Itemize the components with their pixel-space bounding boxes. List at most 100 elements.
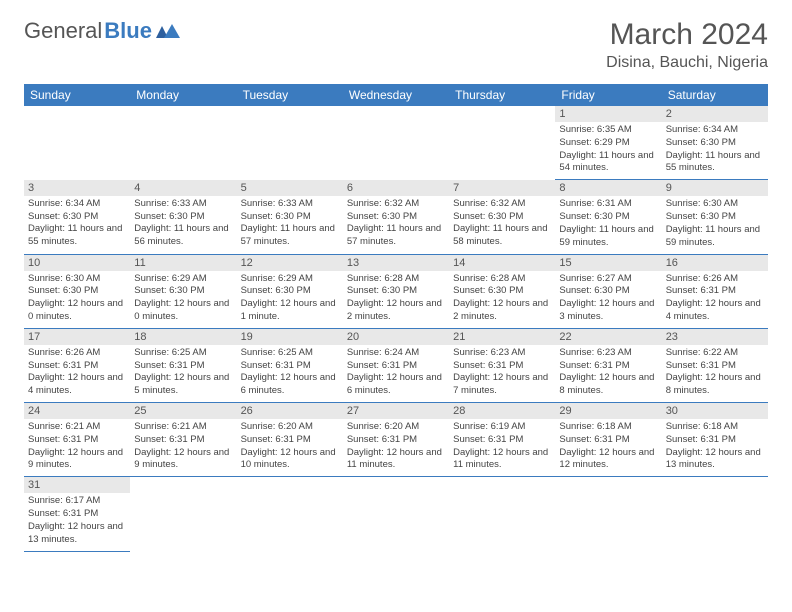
location: Disina, Bauchi, Nigeria — [606, 54, 768, 72]
day-line: Daylight: 12 hours and 4 minutes. — [28, 372, 126, 398]
day-line: Sunrise: 6:19 AM — [453, 421, 551, 434]
day-line: Daylight: 11 hours and 56 minutes. — [134, 223, 232, 249]
day-number: 24 — [24, 403, 130, 419]
day-line: Sunrise: 6:23 AM — [453, 347, 551, 360]
day-line: Sunrise: 6:30 AM — [666, 198, 764, 211]
day-body: Sunrise: 6:17 AMSunset: 6:31 PMDaylight:… — [24, 493, 130, 550]
day-line: Sunrise: 6:26 AM — [28, 347, 126, 360]
calendar-cell: 13Sunrise: 6:28 AMSunset: 6:30 PMDayligh… — [343, 254, 449, 328]
day-body: Sunrise: 6:33 AMSunset: 6:30 PMDaylight:… — [130, 196, 236, 253]
day-line: Daylight: 12 hours and 13 minutes. — [666, 447, 764, 473]
day-number: 12 — [237, 255, 343, 271]
day-line: Daylight: 12 hours and 13 minutes. — [28, 521, 126, 547]
calendar-row: 1Sunrise: 6:35 AMSunset: 6:29 PMDaylight… — [24, 106, 768, 180]
calendar-cell: 8Sunrise: 6:31 AMSunset: 6:30 PMDaylight… — [555, 180, 661, 254]
calendar-body: 1Sunrise: 6:35 AMSunset: 6:29 PMDaylight… — [24, 106, 768, 551]
day-number: 14 — [449, 255, 555, 271]
day-line: Sunset: 6:31 PM — [559, 360, 657, 373]
day-line: Daylight: 12 hours and 6 minutes. — [347, 372, 445, 398]
day-body: Sunrise: 6:25 AMSunset: 6:31 PMDaylight:… — [130, 345, 236, 402]
day-line: Sunset: 6:31 PM — [666, 434, 764, 447]
calendar-cell — [343, 477, 449, 551]
day-line: Sunrise: 6:26 AM — [666, 273, 764, 286]
day-line: Sunrise: 6:35 AM — [559, 124, 657, 137]
day-line: Sunset: 6:31 PM — [28, 508, 126, 521]
day-line: Sunrise: 6:25 AM — [241, 347, 339, 360]
calendar-cell: 30Sunrise: 6:18 AMSunset: 6:31 PMDayligh… — [662, 403, 768, 477]
day-line: Sunrise: 6:27 AM — [559, 273, 657, 286]
day-number: 21 — [449, 329, 555, 345]
day-line: Sunrise: 6:22 AM — [666, 347, 764, 360]
day-header: Friday — [555, 84, 661, 106]
calendar-cell: 7Sunrise: 6:32 AMSunset: 6:30 PMDaylight… — [449, 180, 555, 254]
calendar-cell: 20Sunrise: 6:24 AMSunset: 6:31 PMDayligh… — [343, 328, 449, 402]
day-line: Sunset: 6:30 PM — [134, 211, 232, 224]
day-line: Sunset: 6:31 PM — [347, 360, 445, 373]
day-body — [237, 110, 343, 116]
day-line: Sunrise: 6:28 AM — [347, 273, 445, 286]
day-body: Sunrise: 6:30 AMSunset: 6:30 PMDaylight:… — [662, 196, 768, 253]
calendar-row: 17Sunrise: 6:26 AMSunset: 6:31 PMDayligh… — [24, 328, 768, 402]
day-line: Sunset: 6:30 PM — [347, 285, 445, 298]
calendar-cell: 5Sunrise: 6:33 AMSunset: 6:30 PMDaylight… — [237, 180, 343, 254]
day-number: 3 — [24, 180, 130, 196]
day-number: 28 — [449, 403, 555, 419]
day-number: 7 — [449, 180, 555, 196]
calendar-cell — [130, 106, 236, 180]
day-line: Sunrise: 6:29 AM — [241, 273, 339, 286]
day-line: Daylight: 12 hours and 2 minutes. — [347, 298, 445, 324]
logo-text-2: Blue — [104, 18, 152, 44]
day-line: Daylight: 12 hours and 8 minutes. — [666, 372, 764, 398]
day-body: Sunrise: 6:25 AMSunset: 6:31 PMDaylight:… — [237, 345, 343, 402]
day-line: Sunrise: 6:23 AM — [559, 347, 657, 360]
calendar-cell: 18Sunrise: 6:25 AMSunset: 6:31 PMDayligh… — [130, 328, 236, 402]
day-line: Sunset: 6:30 PM — [559, 211, 657, 224]
calendar-cell — [343, 106, 449, 180]
calendar-cell: 22Sunrise: 6:23 AMSunset: 6:31 PMDayligh… — [555, 328, 661, 402]
day-line: Daylight: 12 hours and 12 minutes. — [559, 447, 657, 473]
day-line: Sunset: 6:31 PM — [241, 360, 339, 373]
day-body: Sunrise: 6:29 AMSunset: 6:30 PMDaylight:… — [237, 271, 343, 328]
day-line: Sunrise: 6:33 AM — [241, 198, 339, 211]
day-header: Thursday — [449, 84, 555, 106]
day-number: 2 — [662, 106, 768, 122]
day-line: Sunset: 6:30 PM — [28, 285, 126, 298]
day-number: 10 — [24, 255, 130, 271]
day-line: Daylight: 12 hours and 1 minute. — [241, 298, 339, 324]
day-header: Tuesday — [237, 84, 343, 106]
day-number: 29 — [555, 403, 661, 419]
day-line: Daylight: 11 hours and 54 minutes. — [559, 150, 657, 176]
day-body — [555, 481, 661, 487]
calendar-cell: 27Sunrise: 6:20 AMSunset: 6:31 PMDayligh… — [343, 403, 449, 477]
day-line: Sunrise: 6:20 AM — [241, 421, 339, 434]
day-body — [343, 110, 449, 116]
calendar-cell: 12Sunrise: 6:29 AMSunset: 6:30 PMDayligh… — [237, 254, 343, 328]
calendar-cell — [449, 106, 555, 180]
calendar-cell — [449, 477, 555, 551]
day-line: Sunset: 6:30 PM — [559, 285, 657, 298]
day-body: Sunrise: 6:27 AMSunset: 6:30 PMDaylight:… — [555, 271, 661, 328]
day-line: Daylight: 12 hours and 8 minutes. — [559, 372, 657, 398]
calendar-cell: 25Sunrise: 6:21 AMSunset: 6:31 PMDayligh… — [130, 403, 236, 477]
calendar-row: 31Sunrise: 6:17 AMSunset: 6:31 PMDayligh… — [24, 477, 768, 551]
day-number: 15 — [555, 255, 661, 271]
day-body: Sunrise: 6:26 AMSunset: 6:31 PMDaylight:… — [662, 271, 768, 328]
day-body: Sunrise: 6:18 AMSunset: 6:31 PMDaylight:… — [662, 419, 768, 476]
calendar-cell — [555, 477, 661, 551]
day-number: 30 — [662, 403, 768, 419]
day-body: Sunrise: 6:29 AMSunset: 6:30 PMDaylight:… — [130, 271, 236, 328]
day-line: Daylight: 12 hours and 3 minutes. — [559, 298, 657, 324]
calendar-cell: 31Sunrise: 6:17 AMSunset: 6:31 PMDayligh… — [24, 477, 130, 551]
calendar-cell: 14Sunrise: 6:28 AMSunset: 6:30 PMDayligh… — [449, 254, 555, 328]
day-line: Sunrise: 6:30 AM — [28, 273, 126, 286]
day-line: Daylight: 11 hours and 55 minutes. — [666, 150, 764, 176]
calendar-cell: 9Sunrise: 6:30 AMSunset: 6:30 PMDaylight… — [662, 180, 768, 254]
calendar-cell — [662, 477, 768, 551]
calendar-cell: 1Sunrise: 6:35 AMSunset: 6:29 PMDaylight… — [555, 106, 661, 180]
day-number: 25 — [130, 403, 236, 419]
day-line: Sunrise: 6:28 AM — [453, 273, 551, 286]
day-line: Sunset: 6:31 PM — [453, 360, 551, 373]
calendar-cell: 24Sunrise: 6:21 AMSunset: 6:31 PMDayligh… — [24, 403, 130, 477]
day-body: Sunrise: 6:19 AMSunset: 6:31 PMDaylight:… — [449, 419, 555, 476]
day-line: Daylight: 12 hours and 0 minutes. — [28, 298, 126, 324]
